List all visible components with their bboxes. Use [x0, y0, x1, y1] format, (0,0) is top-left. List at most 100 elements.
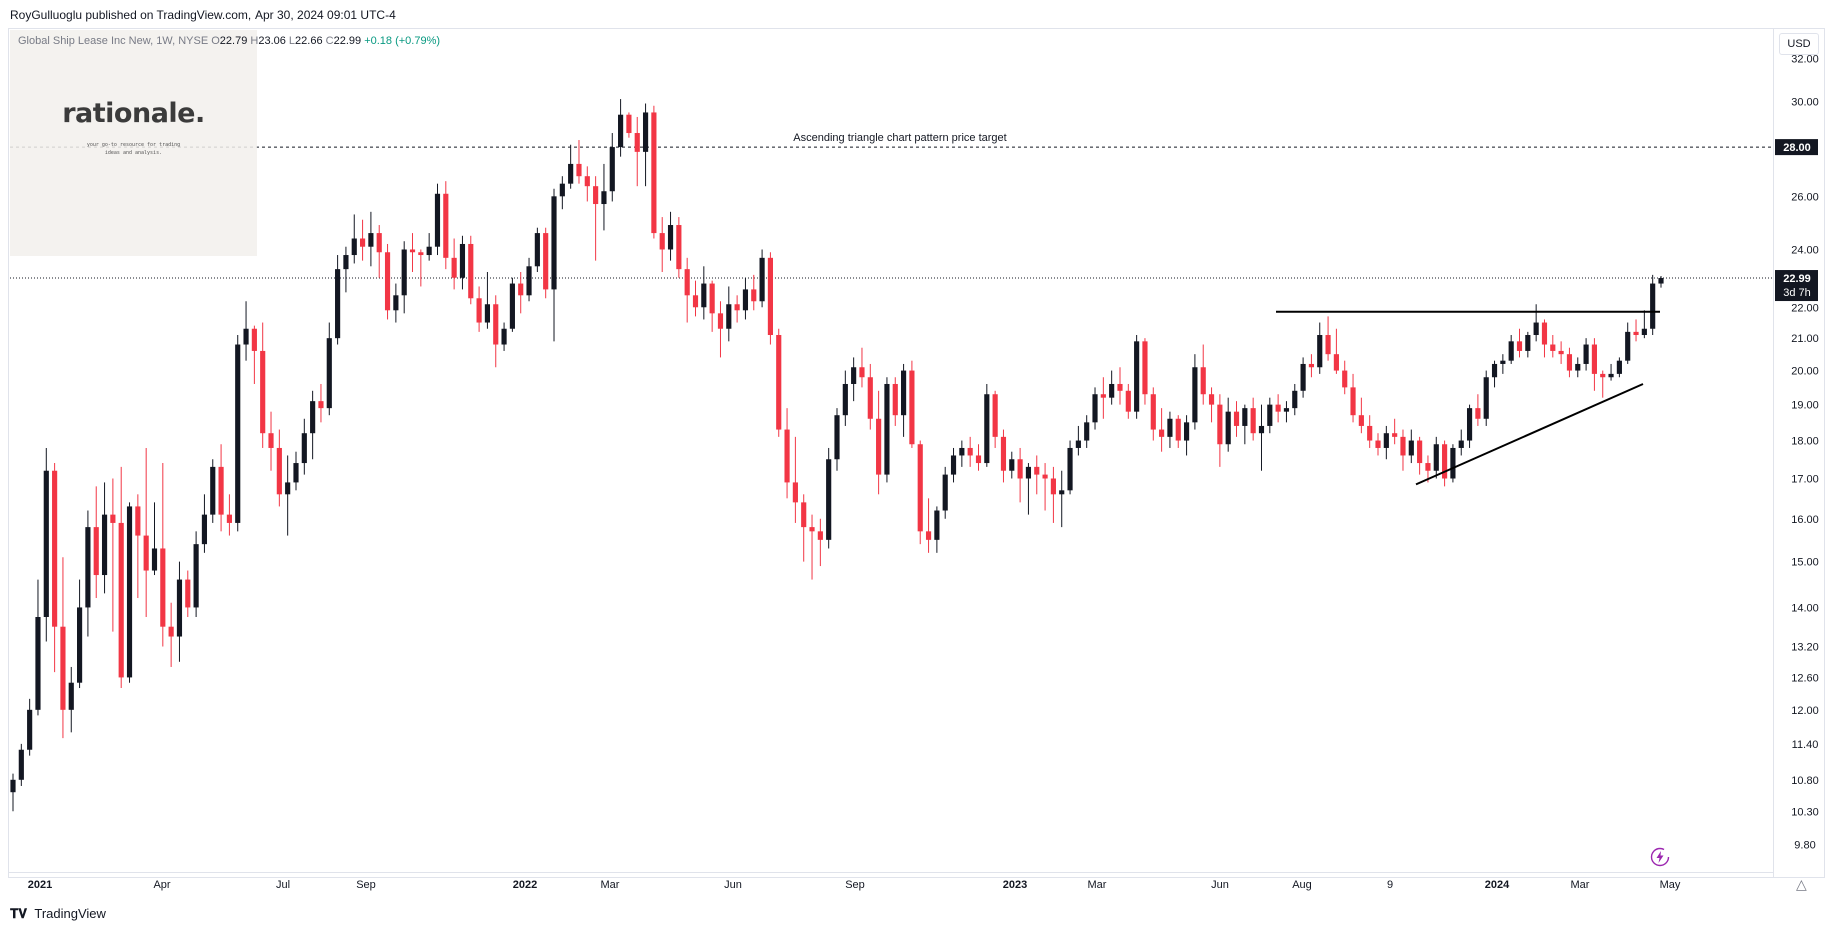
- x-tick-label: Jun: [724, 879, 742, 891]
- candle-body: [1159, 429, 1165, 437]
- candle-body: [1350, 387, 1356, 416]
- candle-body: [1466, 408, 1473, 441]
- candle-body: [384, 252, 391, 311]
- support-trendline: [1415, 383, 1644, 486]
- candle-body: [1525, 335, 1531, 351]
- publish-date: Apr 30, 2024 09:01 UTC-4: [255, 8, 396, 22]
- header-bar: RoyGulluoglu published on TradingView.co…: [0, 0, 1835, 28]
- candle-body: [1258, 425, 1265, 434]
- x-tick-label: Sep: [356, 879, 376, 891]
- target-annotation: Ascending triangle chart pattern price t…: [793, 132, 1006, 144]
- candle-body: [1167, 418, 1173, 437]
- open-value: 22.79: [219, 35, 248, 47]
- candle-body: [1233, 411, 1240, 426]
- tradingview-brand: TradingView: [34, 906, 106, 921]
- candle-body: [1650, 283, 1656, 329]
- candle-body: [434, 193, 441, 247]
- candle-body: [409, 249, 416, 253]
- candle-body: [351, 238, 357, 256]
- candle-body: [701, 283, 707, 308]
- candle-body: [1109, 383, 1115, 398]
- candle-body: [176, 579, 183, 637]
- candle-body: [909, 370, 915, 445]
- candle-body: [1558, 350, 1564, 355]
- currency-button[interactable]: USD: [1779, 33, 1819, 55]
- candle-body: [276, 447, 282, 495]
- y-tick-label: 12.00: [1791, 705, 1819, 717]
- candle-body: [226, 514, 232, 523]
- candle-body: [118, 522, 124, 678]
- candle-body: [576, 163, 582, 177]
- candle-body: [1358, 415, 1364, 426]
- candle-body: [942, 474, 948, 511]
- candle-body: [1217, 404, 1223, 445]
- candle-body: [1516, 341, 1523, 351]
- x-tick-label: 9: [1387, 879, 1393, 891]
- candle-body: [1267, 404, 1273, 426]
- low-value: 22.66: [295, 35, 323, 47]
- candle-body: [568, 163, 574, 184]
- candle-body: [1067, 447, 1073, 491]
- candle-body: [1566, 354, 1573, 371]
- candle-body: [1475, 408, 1481, 419]
- watermark-logo: rationale. your go-to resource for tradi…: [10, 30, 257, 256]
- x-tick-label: 2021: [28, 879, 52, 891]
- y-tick-label: 9.80: [1794, 839, 1815, 851]
- close-value: 22.99: [333, 35, 362, 47]
- candle-body: [901, 370, 907, 416]
- candle-body: [1050, 478, 1056, 495]
- candle-body: [1308, 363, 1315, 368]
- candle-body: [959, 447, 965, 456]
- candle-body: [1383, 433, 1389, 448]
- candle-body: [534, 233, 540, 267]
- x-tick-label: Mar: [1571, 879, 1590, 891]
- candle-body: [1059, 490, 1065, 495]
- candle-body: [1425, 463, 1431, 471]
- candle-body: [1641, 328, 1647, 336]
- candle-body: [742, 289, 749, 311]
- candle-body: [1317, 335, 1323, 368]
- candle-body: [1009, 459, 1015, 471]
- candle-body: [1242, 408, 1248, 426]
- x-tick-label: Mar: [601, 879, 620, 891]
- y-tick-label: 14.00: [1791, 602, 1819, 614]
- candle-body: [27, 709, 33, 750]
- y-tick-label: 18.00: [1791, 436, 1819, 448]
- candle-body: [1608, 373, 1614, 378]
- candle-body: [335, 269, 341, 339]
- x-tick-label: Sep: [845, 879, 865, 891]
- candle-body: [526, 266, 532, 296]
- candle-body: [484, 304, 491, 323]
- candle-body: [892, 383, 898, 416]
- flash-icon[interactable]: [1650, 847, 1670, 867]
- candle-body: [443, 193, 449, 258]
- x-tick-label: Aug: [1292, 879, 1312, 891]
- candle-body: [1000, 436, 1007, 471]
- x-tick-label: Apr: [153, 879, 170, 891]
- candle-body: [734, 304, 740, 311]
- watermark-tagline-2: ideas and analysis.: [104, 150, 163, 156]
- y-tick-label: 10.80: [1791, 775, 1819, 787]
- candle-body: [1025, 466, 1032, 479]
- candle-body: [1175, 418, 1181, 441]
- candle-body: [77, 607, 83, 683]
- open-label: O: [211, 35, 220, 47]
- candle-body: [60, 626, 66, 710]
- candle-body: [126, 506, 133, 678]
- candle-body: [801, 502, 807, 528]
- y-tick-label: 10.30: [1791, 806, 1819, 818]
- candle-body: [726, 304, 732, 329]
- candle-body: [1292, 390, 1298, 409]
- candle-body: [52, 470, 58, 627]
- candle-body: [68, 682, 74, 710]
- candle-body: [634, 133, 640, 152]
- chart-settings-icon[interactable]: △: [1796, 876, 1807, 892]
- tradingview-footer: 𝐓𝐕 TradingView: [10, 906, 106, 922]
- candle-body: [1250, 408, 1256, 434]
- candle-body: [717, 313, 724, 329]
- candle-body: [376, 233, 382, 253]
- candle-body: [776, 335, 782, 430]
- candle-body: [1125, 390, 1131, 412]
- candle-body: [43, 470, 49, 618]
